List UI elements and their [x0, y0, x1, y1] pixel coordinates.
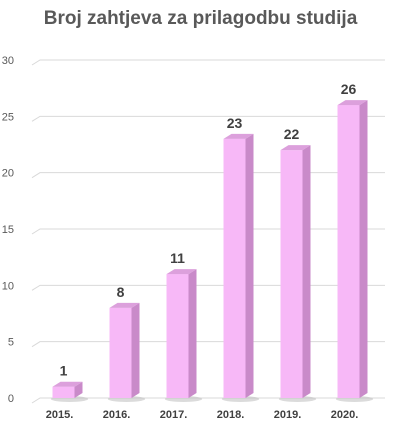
bar — [164, 269, 203, 402]
bar — [221, 133, 260, 402]
bar-front — [52, 386, 75, 398]
bar — [50, 381, 89, 402]
bar-top — [223, 133, 254, 139]
bar-front — [166, 274, 189, 398]
bar-side — [359, 100, 368, 399]
bar — [107, 302, 146, 402]
bar — [335, 100, 374, 402]
bar-front — [223, 138, 246, 398]
bar-top — [166, 269, 197, 275]
bar-top — [109, 302, 140, 308]
y-tick-label: 15 — [2, 224, 14, 236]
bar-side — [131, 302, 140, 398]
grid-line — [31, 228, 385, 235]
data-label: 22 — [284, 126, 300, 142]
grid-line — [31, 397, 385, 404]
y-axis-ticks: 0 5 10 15 20 25 30 — [2, 55, 14, 405]
bar-side — [245, 133, 254, 398]
y-tick-label: 0 — [8, 393, 14, 405]
data-labels: 1 8 11 23 22 26 — [60, 81, 357, 379]
grid-line — [31, 172, 385, 179]
grid-line — [31, 59, 385, 66]
bar-front — [337, 105, 360, 399]
x-tick-label: 2020. — [331, 409, 359, 421]
bar-top — [337, 100, 368, 106]
bar — [278, 145, 317, 402]
data-label: 26 — [341, 81, 357, 97]
grid-lines — [31, 59, 385, 404]
bar-front — [280, 150, 303, 398]
y-tick-label: 25 — [2, 111, 14, 123]
bar-side — [188, 269, 197, 398]
x-tick-label: 2017. — [160, 409, 188, 421]
grid-line — [31, 341, 385, 348]
y-tick-label: 5 — [8, 337, 14, 349]
data-label: 1 — [60, 363, 68, 379]
bar-top — [280, 145, 311, 151]
y-tick-label: 10 — [2, 280, 14, 292]
y-tick-label: 20 — [2, 168, 14, 180]
data-label: 23 — [227, 115, 243, 131]
grid-line — [31, 115, 385, 122]
x-tick-label: 2019. — [274, 409, 302, 421]
bar-front — [109, 307, 132, 398]
chart-title: Broj zahtjeva za prilagodbu studija — [43, 8, 358, 29]
x-axis-ticks: 2015. 2016. 2017. 2018. 2019. 2020. — [46, 409, 359, 421]
y-tick-label: 30 — [2, 55, 14, 67]
bar-side — [302, 145, 311, 398]
data-label: 11 — [170, 250, 185, 266]
data-label: 8 — [117, 284, 125, 300]
x-tick-label: 2016. — [103, 409, 131, 421]
x-tick-label: 2018. — [217, 409, 245, 421]
bar-top — [52, 381, 83, 387]
grid-line — [31, 284, 385, 291]
x-tick-label: 2015. — [46, 409, 74, 421]
bars — [50, 100, 374, 402]
bar-side — [74, 381, 83, 398]
